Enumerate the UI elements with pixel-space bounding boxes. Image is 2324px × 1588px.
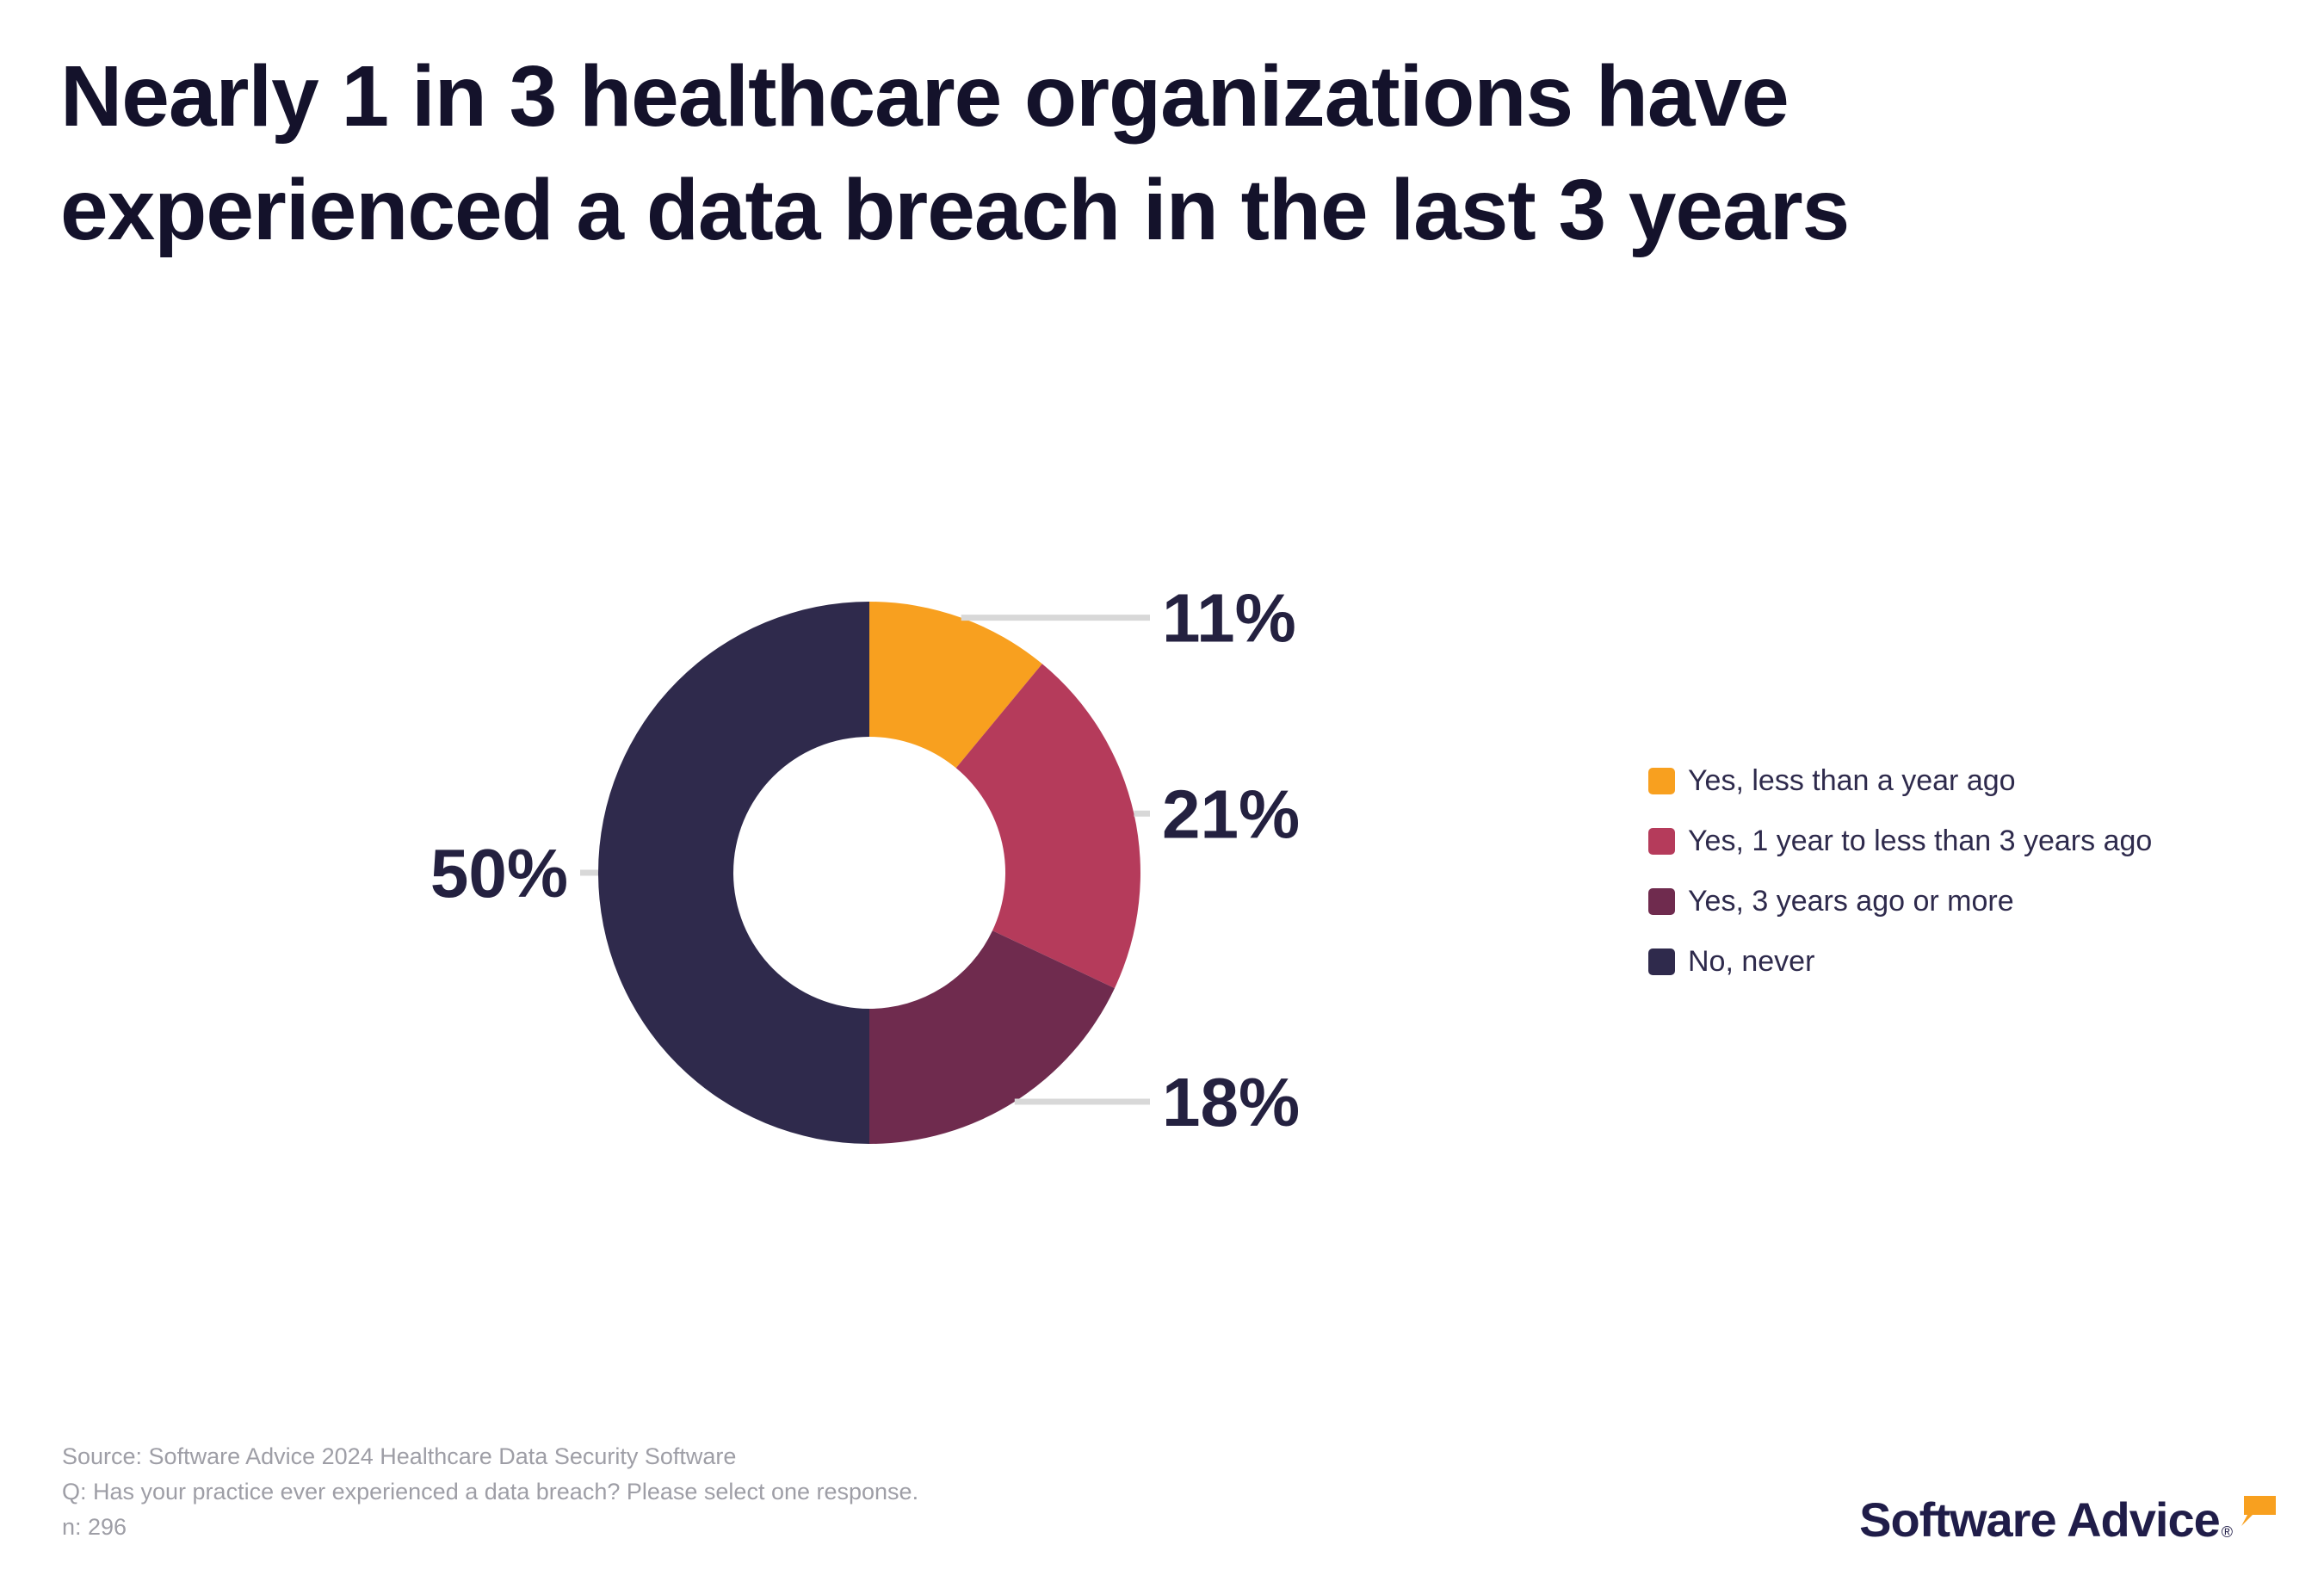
value-label: 18% <box>1162 1064 1300 1140</box>
donut-chart: 11% 21% 18% 50% <box>430 580 1300 1144</box>
legend-label: Yes, less than a year ago <box>1688 763 2016 797</box>
legend-label: No, never <box>1688 944 1815 978</box>
logo-text: Software Advice <box>1859 1492 2221 1547</box>
value-label: 21% <box>1162 775 1300 852</box>
sample-size-note: n: 296 <box>62 1514 127 1540</box>
donut-segment-50pct <box>598 602 869 1144</box>
legend-label: Yes, 1 year to less than 3 years ago <box>1688 824 2153 857</box>
legend-item: No, never <box>1648 931 2152 992</box>
legend-item: Yes, 1 year to less than 3 years ago <box>1648 811 2152 871</box>
page-title: Nearly 1 in 3 healthcare organizations h… <box>60 48 1850 258</box>
legend-swatch-icon <box>1648 887 1675 915</box>
question-note: Q: Has your practice ever experienced a … <box>62 1479 919 1505</box>
value-label: 11% <box>1162 580 1296 657</box>
software-advice-logo: Software Advice ® <box>1859 1496 2276 1544</box>
legend: Yes, less than a year ago Yes, 1 year to … <box>1648 751 2152 992</box>
registered-mark: ® <box>2221 1523 2233 1541</box>
legend-swatch-icon <box>1648 948 1675 975</box>
donut-segment-18pct <box>869 930 1115 1144</box>
donut-segment-21pct <box>955 664 1140 989</box>
legend-label: Yes, 3 years ago or more <box>1688 884 2014 918</box>
donut-segment-11pct <box>869 602 1042 769</box>
legend-item: Yes, 3 years ago or more <box>1648 871 2152 931</box>
value-label: 50% <box>430 835 568 911</box>
footer-notes: Source: Software Advice 2024 Healthcare … <box>62 1439 918 1545</box>
legend-item: Yes, less than a year ago <box>1648 751 2152 811</box>
source-note: Source: Software Advice 2024 Healthcare … <box>62 1443 737 1469</box>
legend-swatch-icon <box>1648 767 1675 794</box>
logo-speech-bubble-icon <box>2240 1496 2276 1531</box>
legend-swatch-icon <box>1648 827 1675 855</box>
